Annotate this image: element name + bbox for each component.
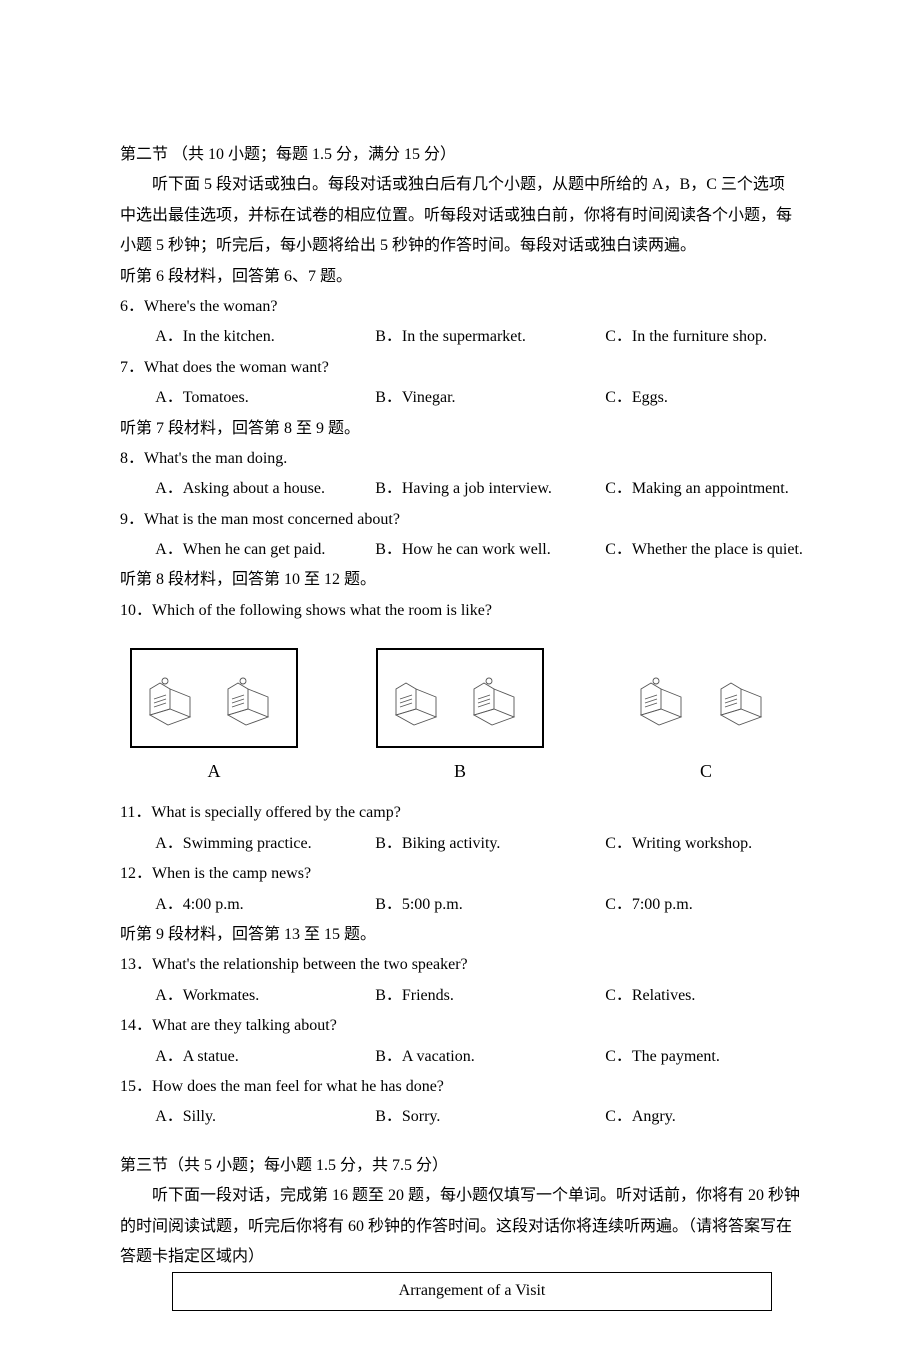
q8-opt-b[interactable]: B．Having a job interview.	[375, 474, 605, 504]
pre-q8: 听第 7 段材料，回答第 8 至 9 题。	[120, 414, 800, 444]
q12-opt-c[interactable]: C．7:00 p.m.	[605, 890, 693, 920]
q9-stem: 9．What is the man most concerned about?	[120, 505, 800, 535]
q7-opt-b[interactable]: B．Vinegar.	[375, 383, 605, 413]
q9-opt-b[interactable]: B．How he can work well.	[375, 535, 605, 565]
q9-opt-a[interactable]: A．When he can get paid.	[155, 535, 375, 565]
q7-opt-a[interactable]: A．Tomatoes.	[155, 383, 375, 413]
q6-options: A．In the kitchen. B．In the supermarket. …	[120, 322, 800, 352]
pre-q10: 听第 8 段材料，回答第 10 至 12 题。	[120, 565, 800, 595]
q8-options: A．Asking about a house. B．Having a job i…	[120, 474, 800, 504]
bed-sketch-icon	[631, 659, 701, 737]
q10-label-c: C	[700, 754, 712, 788]
section3-heading: 第三节（共 5 小题；每小题 1.5 分，共 7.5 分）	[120, 1151, 800, 1181]
q10-image-b[interactable]	[376, 648, 544, 748]
q10-image-c-col: C	[622, 648, 790, 788]
q13-opt-a[interactable]: A．Workmates.	[155, 981, 375, 1011]
q7-stem: 7．What does the woman want?	[120, 353, 800, 383]
q13-stem: 13．What's the relationship between the t…	[120, 950, 800, 980]
q14-opt-c[interactable]: C．The payment.	[605, 1042, 720, 1072]
q6-stem: 6．Where's the woman?	[120, 292, 800, 322]
q14-opt-b[interactable]: B．A vacation.	[375, 1042, 605, 1072]
bed-sketch-icon	[711, 659, 781, 737]
q8-opt-a[interactable]: A．Asking about a house.	[155, 474, 375, 504]
q9-opt-c[interactable]: C．Whether the place is quiet.	[605, 535, 803, 565]
q15-opt-a[interactable]: A．Silly.	[155, 1102, 375, 1132]
q10-image-a[interactable]	[130, 648, 298, 748]
q12-stem: 12．When is the camp news?	[120, 859, 800, 889]
q10-stem: 10．Which of the following shows what the…	[120, 596, 800, 626]
q13-opt-b[interactable]: B．Friends.	[375, 981, 605, 1011]
q10-image-b-col: B	[376, 648, 544, 788]
q14-opt-a[interactable]: A．A statue.	[155, 1042, 375, 1072]
q10-label-b: B	[454, 754, 466, 788]
visit-table-wrap: Arrangement of a Visit	[172, 1272, 800, 1310]
pre-q13: 听第 9 段材料，回答第 13 至 15 题。	[120, 920, 800, 950]
q12-opt-b[interactable]: B．5:00 p.m.	[375, 890, 605, 920]
q15-opt-b[interactable]: B．Sorry.	[375, 1102, 605, 1132]
q6-opt-a[interactable]: A．In the kitchen.	[155, 322, 375, 352]
q15-stem: 15．How does the man feel for what he has…	[120, 1072, 800, 1102]
q13-options: A．Workmates. B．Friends. C．Relatives.	[120, 981, 800, 1011]
q12-options: A．4:00 p.m. B．5:00 p.m. C．7:00 p.m.	[120, 890, 800, 920]
q9-options: A．When he can get paid. B．How he can wor…	[120, 535, 800, 565]
q8-opt-c[interactable]: C．Making an appointment.	[605, 474, 789, 504]
q7-options: A．Tomatoes. B．Vinegar. C．Eggs.	[120, 383, 800, 413]
q13-opt-c[interactable]: C．Relatives.	[605, 981, 695, 1011]
section2-heading: 第二节 （共 10 小题；每题 1.5 分，满分 15 分）	[120, 140, 800, 170]
q10-label-a: A	[208, 754, 221, 788]
visit-table: Arrangement of a Visit	[172, 1272, 772, 1310]
section2-instructions: 听下面 5 段对话或独白。每段对话或独白后有几个小题，从题中所给的 A，B，C …	[120, 170, 800, 261]
q10-images-row: A	[120, 626, 800, 788]
q14-options: A．A statue. B．A vacation. C．The payment.	[120, 1042, 800, 1072]
q6-opt-b[interactable]: B．In the supermarket.	[375, 322, 605, 352]
q11-opt-b[interactable]: B．Biking activity.	[375, 829, 605, 859]
page-container: 第二节 （共 10 小题；每题 1.5 分，满分 15 分） 听下面 5 段对话…	[0, 0, 920, 1371]
q12-opt-a[interactable]: A．4:00 p.m.	[155, 890, 375, 920]
q11-opt-a[interactable]: A．Swimming practice.	[155, 829, 375, 859]
q8-stem: 8．What's the man doing.	[120, 444, 800, 474]
q11-opt-c[interactable]: C．Writing workshop.	[605, 829, 752, 859]
section3-instructions: 听下面一段对话，完成第 16 题至 20 题，每小题仅填写一个单词。听对话前，你…	[120, 1181, 800, 1272]
q14-stem: 14．What are they talking about?	[120, 1011, 800, 1041]
bed-sketch-icon	[464, 659, 534, 737]
q10-image-c[interactable]	[622, 648, 790, 748]
q15-opt-c[interactable]: C．Angry.	[605, 1102, 676, 1132]
bed-sketch-icon	[386, 659, 456, 737]
q11-options: A．Swimming practice. B．Biking activity. …	[120, 829, 800, 859]
q11-stem: 11．What is specially offered by the camp…	[120, 798, 800, 828]
pre-q6: 听第 6 段材料，回答第 6、7 题。	[120, 262, 800, 292]
visit-table-title: Arrangement of a Visit	[173, 1273, 772, 1310]
q7-opt-c[interactable]: C．Eggs.	[605, 383, 668, 413]
q10-image-a-col: A	[130, 648, 298, 788]
bed-sketch-icon	[218, 659, 288, 737]
bed-sketch-icon	[140, 659, 210, 737]
q6-opt-c[interactable]: C．In the furniture shop.	[605, 322, 767, 352]
q15-options: A．Silly. B．Sorry. C．Angry.	[120, 1102, 800, 1132]
